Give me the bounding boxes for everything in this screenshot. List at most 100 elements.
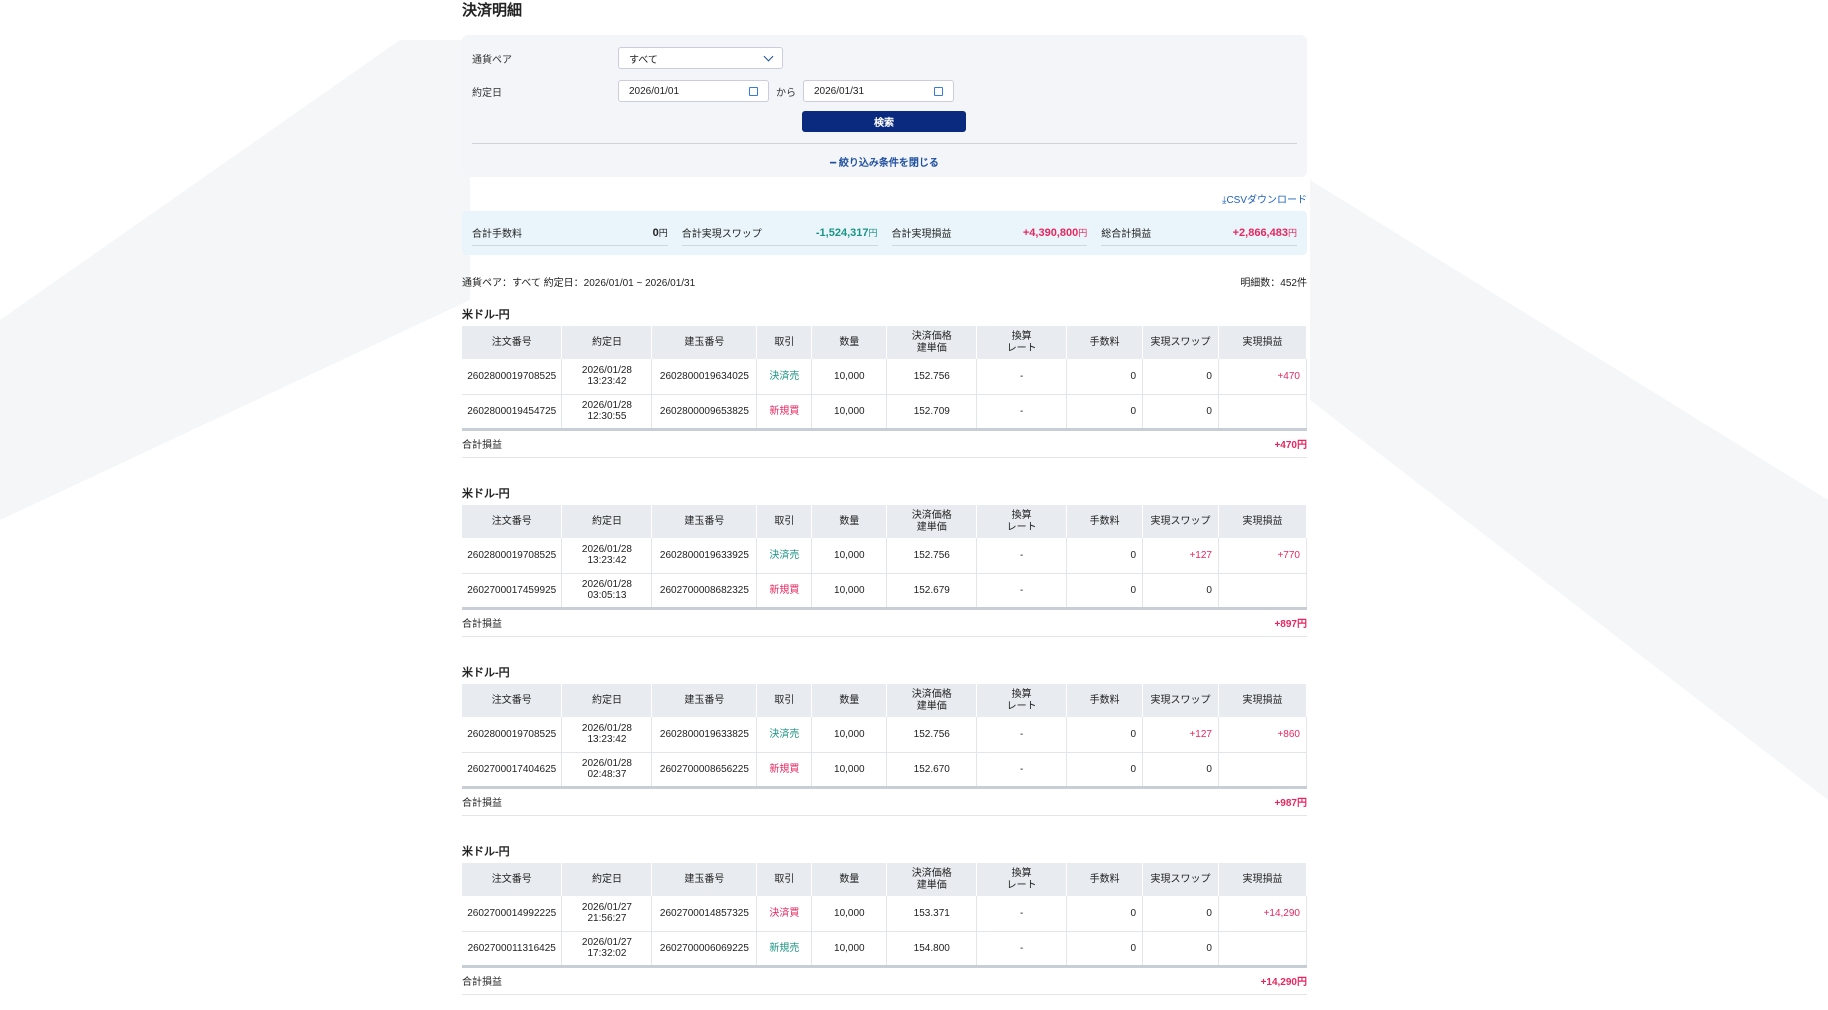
table-cell: 152.756 (886, 359, 978, 395)
column-header: 実現損益 (1218, 863, 1308, 896)
group-title: 米ドル-円 (462, 846, 510, 858)
table-cell: +470 (1218, 359, 1308, 395)
csv-download-link[interactable]: ⤓CSVダウンロード (462, 191, 1307, 207)
search-button[interactable]: 検索 (802, 111, 966, 132)
settlement-table: 注文番号 約定日 建玉番号 取引 数量 決済価格 建単価 換算 レート 手数料 実現スワップ 実現… (462, 326, 1308, 431)
column-header: 建玉番号 (651, 863, 758, 896)
summary-value: -1,524,317円 (815, 227, 878, 239)
table-row[interactable]: 2602700014992225 2026/01/27 21:56:27 26027… (462, 896, 1308, 932)
table-cell: 10,000 (811, 752, 888, 789)
table-cell: 新規売 (756, 931, 813, 968)
column-header: 実現スワップ (1142, 326, 1219, 359)
column-header: 決済価格 建単価 (886, 684, 978, 717)
table-cell: 2026/01/28 13:23:42 (561, 359, 653, 395)
calendar-icon[interactable] (749, 86, 758, 96)
settlement-table: 注文番号 約定日 建玉番号 取引 数量 決済価格 建単価 換算 レート 手数料 実現スワップ 実現… (462, 505, 1308, 610)
group-total: 合計損益 +897円 (462, 610, 1307, 637)
column-header: 実現損益 (1218, 505, 1308, 538)
background-decoration (0, 0, 1828, 957)
column-header: 実現スワップ (1142, 505, 1219, 538)
column-header: 数量 (811, 684, 888, 717)
table-row[interactable]: 2602800019454725 2026/01/28 12:30:55 26028… (462, 394, 1308, 431)
record-count: 明細数：452件 (1240, 278, 1307, 289)
summary-label: 合計実現スワップ (681, 229, 762, 240)
summary-value: +4,390,800円 (1022, 227, 1088, 239)
column-header: 決済価格 建単価 (886, 863, 978, 896)
chevron-down-icon (763, 51, 774, 61)
table-cell: 0 (1066, 717, 1144, 753)
column-header: 手数料 (1066, 863, 1144, 896)
column-header: 約定日 (561, 684, 653, 717)
column-header: 実現損益 (1218, 326, 1308, 359)
table-row[interactable]: 2602700011316425 2026/01/27 17:32:02 26027… (462, 931, 1308, 968)
settlement-group: 米ドル-円 注文番号 約定日 建玉番号 取引 数量 決済価格 建単価 換算 レート 手数料 実現ス… (462, 485, 1308, 652)
table-cell: 0 (1142, 573, 1219, 610)
close-filter-label: 絞り込み条件を閉じる (838, 158, 939, 169)
settlement-table: 注文番号 約定日 建玉番号 取引 数量 決済価格 建単価 換算 レート 手数料 実現スワップ 実現… (462, 863, 1308, 968)
date-from-input[interactable]: 2026/01/01 (618, 80, 769, 102)
table-cell: 2602700017404625 (462, 752, 563, 789)
column-header: 手数料 (1066, 505, 1144, 538)
table-cell: 2026/01/27 21:56:27 (561, 896, 653, 932)
close-filter-button[interactable]: ━ 絞り込み条件を閉じる (462, 154, 1307, 169)
column-header: 注文番号 (462, 684, 563, 717)
column-header: 換算 レート (976, 326, 1068, 359)
table-cell (1218, 573, 1308, 610)
table-cell: 0 (1142, 752, 1219, 789)
table-row[interactable]: 2602800019708525 2026/01/28 13:23:42 26028… (462, 359, 1308, 395)
table-cell: 2026/01/27 17:32:02 (561, 931, 653, 968)
table-cell: 0 (1066, 896, 1144, 932)
column-header: 換算 レート (976, 863, 1068, 896)
table-cell: 新規買 (756, 752, 813, 789)
table-cell: 2026/01/28 03:05:13 (561, 573, 653, 610)
table-cell: 154.800 (886, 931, 978, 968)
table-cell: 10,000 (811, 896, 888, 932)
table-cell: 決済売 (756, 717, 813, 753)
summary-value: +2,866,483円 (1232, 227, 1297, 239)
currency-pair-select[interactable]: すべて (618, 47, 783, 69)
column-header: 換算 レート (976, 684, 1068, 717)
table-cell: 2026/01/28 02:48:37 (561, 752, 653, 789)
table-cell: 153.371 (886, 896, 978, 932)
group-total: 合計損益 +14,290円 (462, 968, 1307, 995)
table-cell: 2602800019633925 (651, 538, 758, 574)
column-header: 約定日 (561, 505, 653, 538)
table-cell: 152.756 (886, 538, 978, 574)
table-cell: 決済買 (756, 896, 813, 932)
table-cell: - (976, 931, 1068, 968)
summary-item: 合計実現スワップ -1,524,317円 (681, 211, 878, 246)
table-cell (1218, 752, 1308, 789)
column-header: 建玉番号 (651, 684, 758, 717)
csv-label: CSVダウンロード (1226, 195, 1307, 206)
table-cell: 2602800019634025 (651, 359, 758, 395)
date-to-value: 2026/01/31 (814, 85, 865, 97)
table-cell: 0 (1142, 394, 1219, 431)
pair-label: 通貨ペア (472, 54, 512, 66)
table-cell (1218, 931, 1308, 968)
table-cell: 2602800019708525 (462, 538, 563, 574)
table-cell: 2602700017459925 (462, 573, 563, 610)
table-cell: - (976, 538, 1068, 574)
calendar-icon[interactable] (934, 86, 943, 96)
table-row[interactable]: 2602800019708525 2026/01/28 13:23:42 26028… (462, 538, 1308, 574)
column-header: 注文番号 (462, 863, 563, 896)
summary-item: 合計手数料 0円 (472, 211, 668, 246)
table-cell: 2602800009653825 (651, 394, 758, 431)
total-value: +14,290円 (1260, 977, 1307, 988)
column-header: 建玉番号 (651, 326, 758, 359)
table-row[interactable]: 2602700017404625 2026/01/28 02:48:37 26027… (462, 752, 1308, 789)
table-cell: 10,000 (811, 931, 888, 968)
total-label: 合計損益 (462, 977, 502, 988)
table-row[interactable]: 2602800019708525 2026/01/28 13:23:42 26028… (462, 717, 1308, 753)
column-header: 注文番号 (462, 326, 563, 359)
table-cell: 10,000 (811, 717, 888, 753)
summary-label: 合計実現損益 (891, 229, 952, 240)
column-header: 実現スワップ (1142, 863, 1219, 896)
table-cell: 2602800019708525 (462, 359, 563, 395)
summary-item: 合計実現損益 +4,390,800円 (891, 211, 1088, 246)
table-cell: 2602700011316425 (462, 931, 563, 968)
filter-panel: 通貨ペア すべて 約定日 2026/01/01 から 2026/01/31 検索… (462, 35, 1307, 177)
date-to-input[interactable]: 2026/01/31 (803, 80, 954, 102)
group-title: 米ドル-円 (462, 309, 510, 321)
table-row[interactable]: 2602700017459925 2026/01/28 03:05:13 26027… (462, 573, 1308, 610)
